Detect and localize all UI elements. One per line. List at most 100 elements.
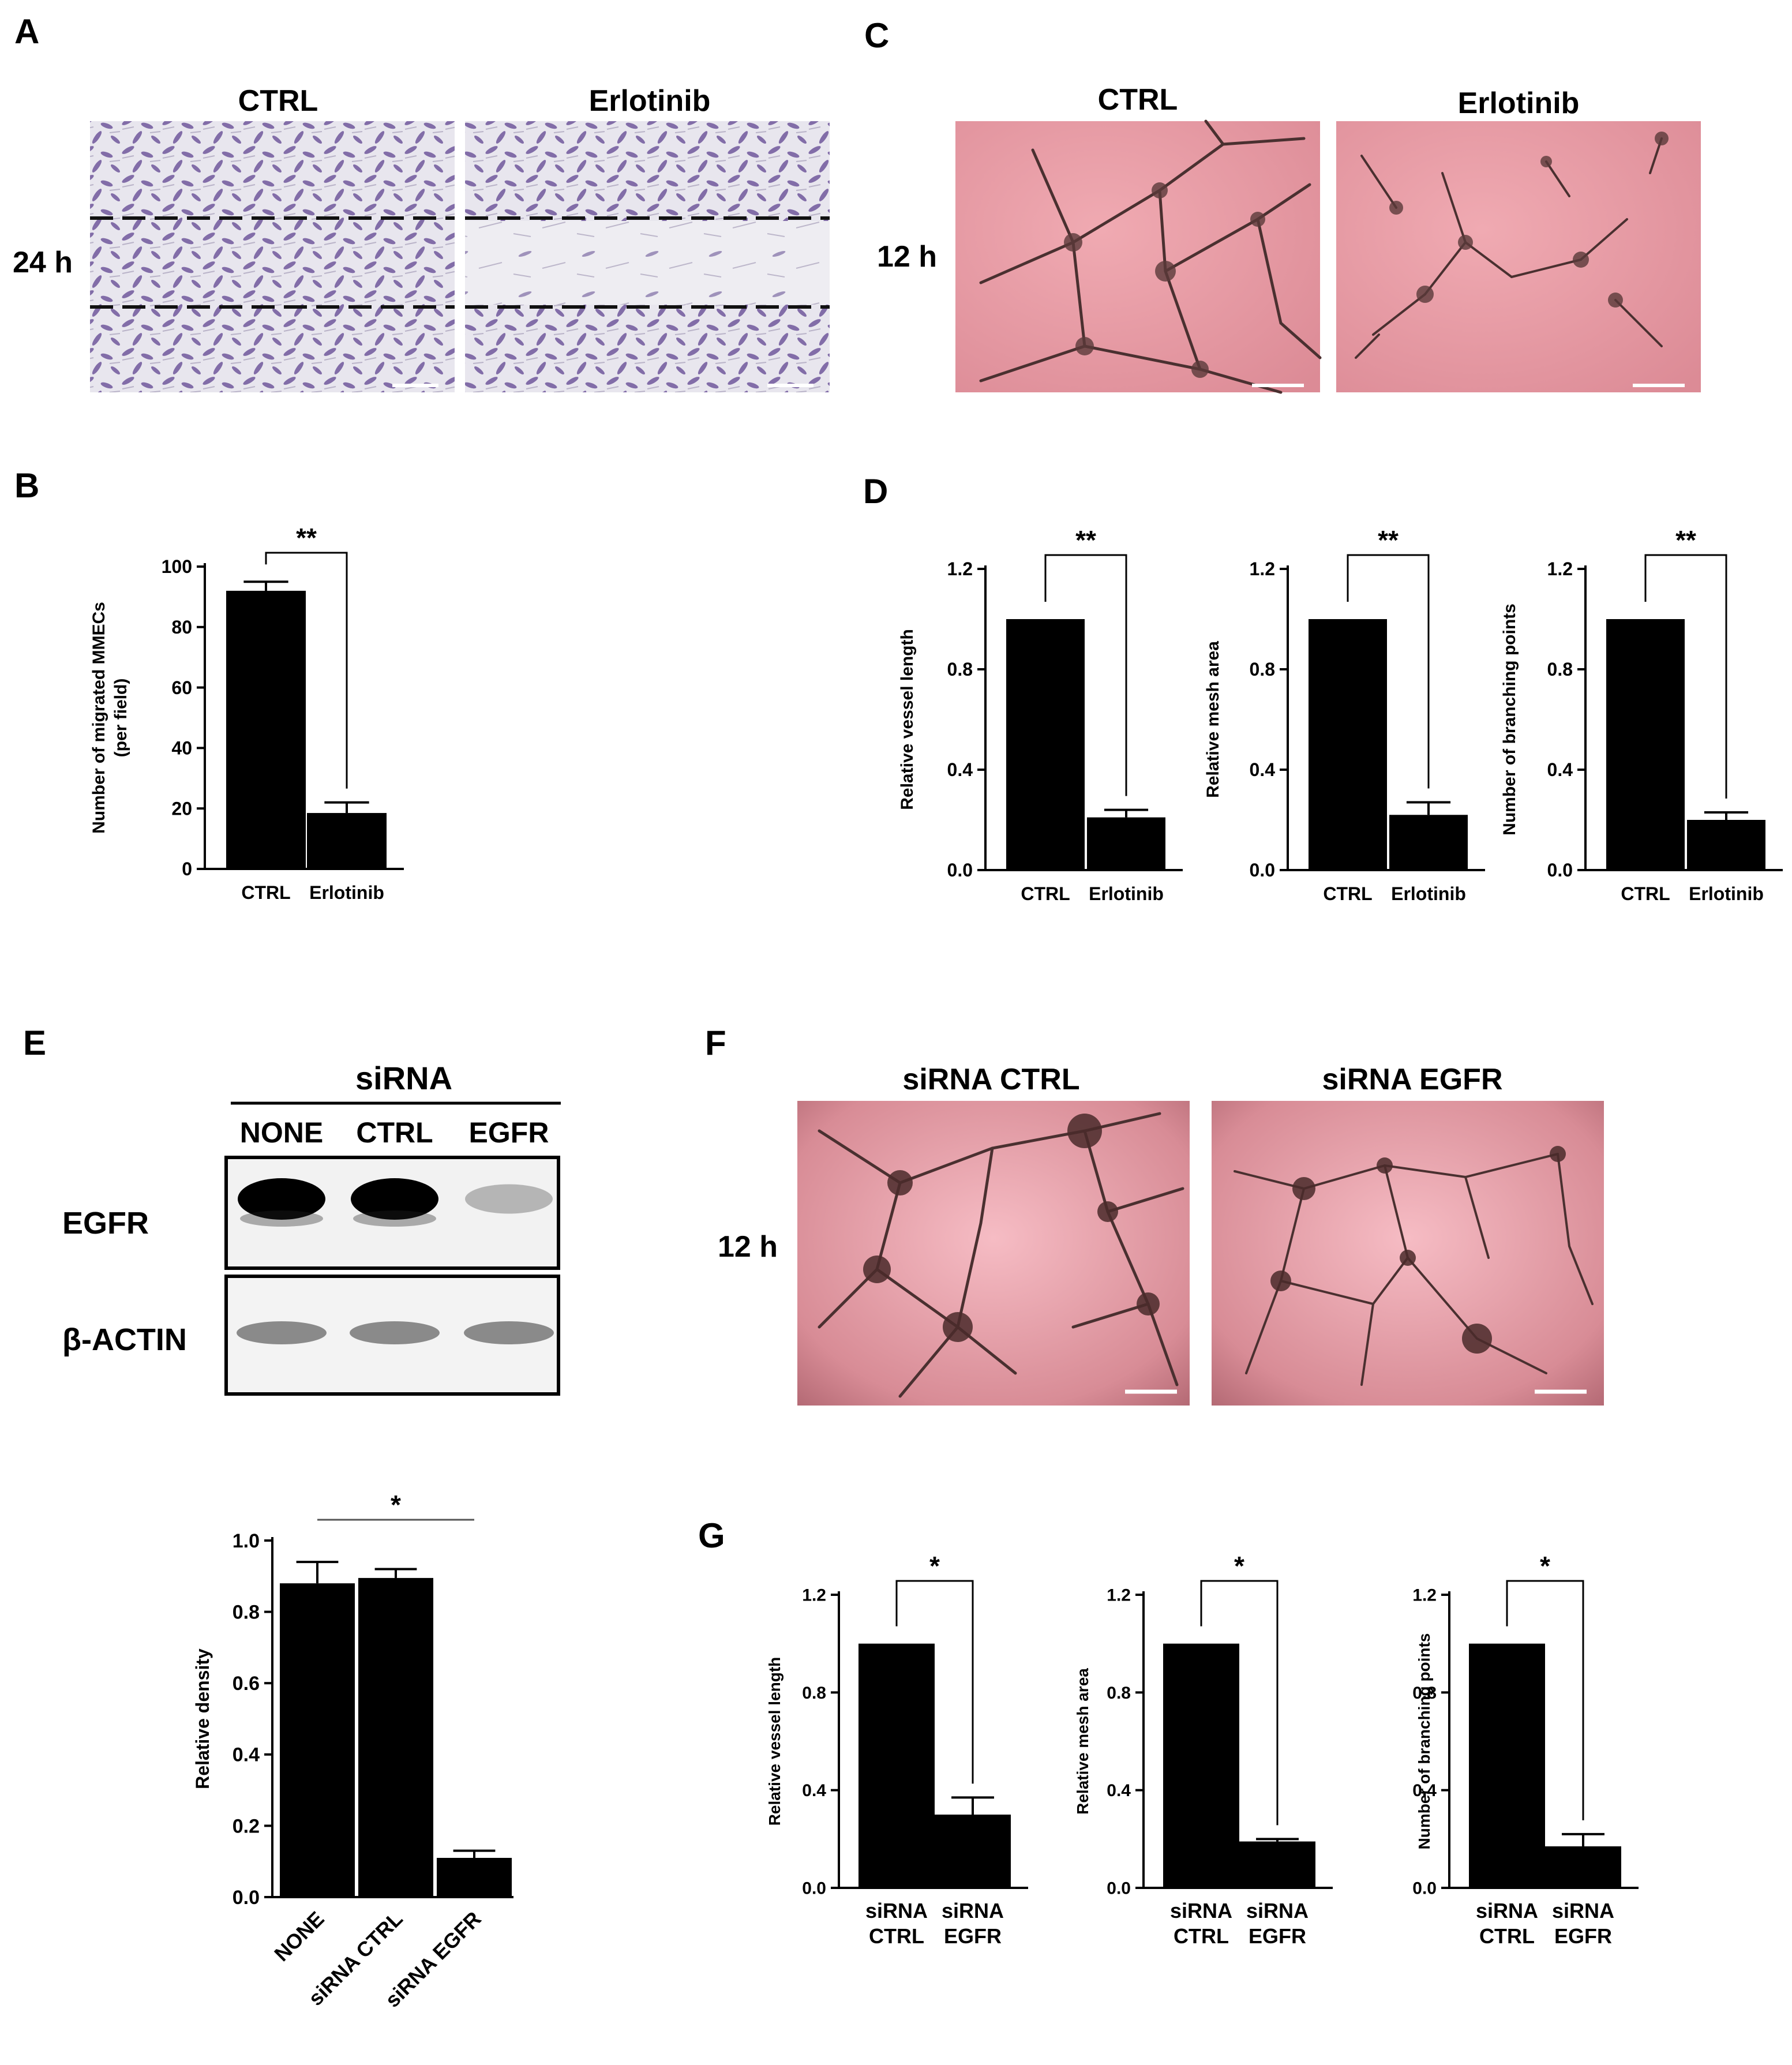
egfr-band bbox=[238, 1178, 325, 1220]
y-axis-label: Relative mesh area bbox=[1074, 1668, 1092, 1815]
panel-c-col-ctrl: CTRL bbox=[1098, 83, 1178, 117]
blot-header-sirna: siRNA bbox=[355, 1060, 452, 1096]
actin-band bbox=[350, 1321, 440, 1344]
panel-letter-b: B bbox=[14, 466, 39, 505]
category-label: CTRL bbox=[1479, 1924, 1535, 1948]
y-tick-label: 0.0 bbox=[947, 860, 973, 880]
bar-1 bbox=[1239, 1841, 1315, 1888]
y-tick-label: 20 bbox=[171, 798, 192, 819]
significance-label: ** bbox=[296, 523, 317, 553]
bar-0 bbox=[1606, 619, 1685, 870]
y-tick-label: 0.8 bbox=[1412, 1684, 1437, 1703]
category-label: CTRL bbox=[241, 882, 290, 903]
micrograph-c-erlotinib bbox=[1336, 121, 1701, 392]
y-axis-label: Relative vessel length bbox=[898, 629, 917, 809]
bar-1 bbox=[358, 1577, 433, 1897]
y-axis-label: Number of branching points bbox=[1415, 1633, 1433, 1850]
panel-a-col-erlotinib: Erlotinib bbox=[589, 84, 711, 118]
y-tick-label: 0.0 bbox=[1107, 1879, 1131, 1898]
y-tick-label: 0.4 bbox=[1412, 1781, 1437, 1800]
category-label: Erlotinib bbox=[1089, 883, 1164, 904]
significance-bracket bbox=[895, 1580, 974, 1784]
y-tick-label: 0 bbox=[182, 859, 192, 879]
y-tick-label: 100 bbox=[162, 556, 192, 577]
bar-0 bbox=[1469, 1643, 1545, 1888]
category-label: NONE bbox=[269, 1907, 329, 1966]
y-tick-label: 80 bbox=[171, 617, 192, 638]
panel-a-time-label: 24 h bbox=[13, 246, 73, 279]
category-label: EGFR bbox=[1249, 1924, 1306, 1948]
category-label: Erlotinib bbox=[1689, 883, 1764, 904]
bar-0 bbox=[1309, 619, 1387, 870]
chart-g-branching-points: 0.0 0.4 0.8 1.2 Number of branching points si… bbox=[1412, 1551, 1639, 1948]
category-label: CTRL bbox=[1021, 883, 1070, 904]
y-tick-label: 0.0 bbox=[1412, 1879, 1437, 1898]
category-label: CTRL bbox=[869, 1924, 924, 1948]
y-tick-label: 0.0 bbox=[802, 1879, 826, 1898]
blot-row-actin: β-ACTIN bbox=[62, 1322, 187, 1357]
significance-bracket bbox=[1347, 554, 1430, 789]
chart-d-mesh-area: 0.0 0.4 0.8 1.2 Relative mesh area CTRL Erloti… bbox=[1204, 525, 1485, 904]
bar-1 bbox=[1087, 817, 1165, 870]
panel-letter-c: C bbox=[864, 16, 889, 55]
category-label: CTRL bbox=[1174, 1924, 1229, 1948]
panel-letter-g: G bbox=[698, 1516, 725, 1555]
bar-1 bbox=[1545, 1846, 1621, 1888]
micrograph-f-sirna-ctrl bbox=[797, 1101, 1190, 1406]
actin-band bbox=[237, 1321, 327, 1344]
category-label: CTRL bbox=[1621, 883, 1670, 904]
egfr-band-smear bbox=[240, 1210, 323, 1227]
panel-letter-a: A bbox=[14, 12, 39, 51]
y-tick-label: 0.4 bbox=[1250, 759, 1276, 780]
y-axis-label: (per field) bbox=[111, 679, 130, 758]
significance-label: * bbox=[391, 1490, 401, 1520]
y-tick-label: 1.2 bbox=[1250, 559, 1275, 579]
y-axis-label: Relative mesh area bbox=[1204, 641, 1223, 798]
bar-0 bbox=[1163, 1643, 1239, 1888]
y-tick-label: 1.2 bbox=[1107, 1586, 1131, 1605]
blot-lane-egfr: EGFR bbox=[469, 1116, 549, 1149]
category-label: siRNA bbox=[1552, 1899, 1614, 1922]
y-axis-label: Number of branching points bbox=[1500, 604, 1519, 835]
y-tick-label: 40 bbox=[171, 738, 192, 759]
y-axis-label: Number of migrated MMECs bbox=[89, 602, 108, 834]
bar-2 bbox=[437, 1858, 512, 1897]
significance-label: * bbox=[1234, 1551, 1244, 1581]
chart-d-vessel-length: D 0.0 0.4 0.8 1.2 Relative vessel length CTRL E… bbox=[863, 472, 1183, 904]
significance-bracket bbox=[265, 552, 348, 789]
bar-0 bbox=[226, 590, 306, 869]
actin-band bbox=[464, 1321, 554, 1344]
category-label: siRNA bbox=[1476, 1899, 1538, 1922]
category-label: Erlotinib bbox=[309, 882, 384, 903]
micrograph-a-ctrl bbox=[90, 121, 455, 392]
y-tick-label: 0.8 bbox=[947, 659, 973, 680]
bar-0 bbox=[1006, 619, 1085, 870]
significance-label: ** bbox=[1675, 525, 1696, 555]
y-tick-label: 0.8 bbox=[802, 1684, 826, 1703]
significance-label: ** bbox=[1378, 525, 1399, 555]
bar-1 bbox=[935, 1815, 1011, 1888]
bar-1 bbox=[307, 813, 387, 869]
y-tick-label: 0.8 bbox=[233, 1602, 260, 1624]
y-tick-label: 0.4 bbox=[947, 759, 973, 780]
chart-migrated-mmecs: B 0 20 40 60 80 100 Number of migrated MMECs (pe… bbox=[14, 466, 404, 903]
y-tick-label: 0.8 bbox=[1547, 659, 1573, 680]
chart-d-branching-points: 0.0 0.4 0.8 1.2 Number of branching points CT… bbox=[1500, 525, 1783, 904]
micrograph-a-erlotinib bbox=[465, 121, 830, 392]
blot-lane-ctrl: CTRL bbox=[356, 1116, 433, 1149]
y-tick-label: 0.0 bbox=[1547, 860, 1573, 880]
panel-letter-f: F bbox=[705, 1024, 726, 1062]
blot-row-egfr: EGFR bbox=[62, 1206, 149, 1241]
panel-f-time-label: 12 h bbox=[718, 1230, 778, 1264]
category-label: siRNA bbox=[865, 1899, 928, 1922]
category-label: EGFR bbox=[944, 1924, 1002, 1948]
panel-f-col-ctrl: siRNA CTRL bbox=[902, 1063, 1079, 1096]
egfr-band-smear bbox=[353, 1210, 436, 1227]
y-tick-label: 0.6 bbox=[233, 1673, 260, 1695]
y-tick-label: 1.2 bbox=[1547, 559, 1573, 579]
significance-bracket bbox=[1044, 554, 1127, 796]
panel-letter-d: D bbox=[863, 472, 888, 511]
y-tick-label: 0.8 bbox=[1250, 659, 1275, 680]
